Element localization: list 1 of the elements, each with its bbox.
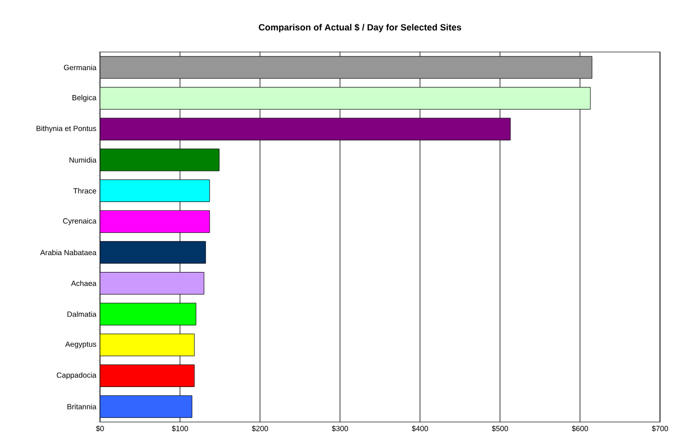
chart-title: Comparison of Actual $ / Day for Selected Sites — [258, 24, 462, 32]
